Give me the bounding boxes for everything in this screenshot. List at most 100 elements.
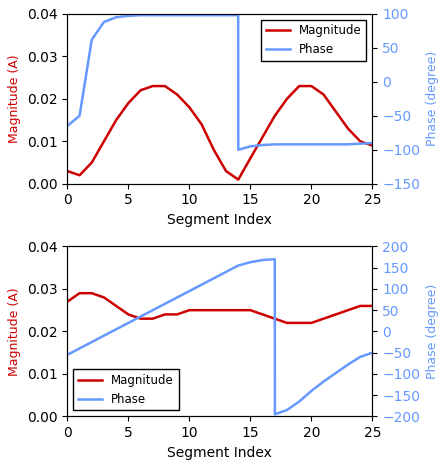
Line: Magnitude: Magnitude (67, 293, 372, 323)
Phase (236, 147, 241, 153)
Phase (260, 142, 265, 148)
Phase (150, 12, 156, 18)
Magnitude (150, 316, 156, 322)
Magnitude (248, 155, 253, 161)
Phase (272, 256, 278, 262)
Phase (89, 37, 94, 43)
Magnitude (321, 316, 326, 322)
Magnitude (345, 126, 350, 132)
Magnitude (296, 320, 302, 326)
Phase (236, 263, 241, 268)
Phase (321, 141, 326, 147)
Magnitude (236, 177, 241, 183)
Phase (138, 314, 143, 319)
Magnitude (358, 139, 363, 144)
Magnitude (284, 96, 290, 102)
Magnitude (333, 312, 338, 317)
Phase (224, 269, 229, 275)
Phase (199, 12, 204, 18)
Magnitude (309, 320, 314, 326)
Magnitude (199, 122, 204, 127)
Magnitude (101, 295, 107, 300)
Magnitude (174, 92, 180, 97)
Magnitude (260, 134, 265, 140)
Phase (211, 276, 216, 281)
Magnitude (77, 173, 82, 178)
Magnitude (114, 303, 119, 309)
Phase (358, 141, 363, 146)
Phase (77, 345, 82, 351)
Y-axis label: Phase (degree): Phase (degree) (426, 284, 439, 379)
Phase (65, 352, 70, 358)
Magnitude (211, 307, 216, 313)
Phase (187, 12, 192, 18)
Phase (309, 141, 314, 147)
Magnitude (162, 83, 168, 89)
Phase (101, 19, 107, 25)
Phase (114, 15, 119, 20)
Magnitude (248, 307, 253, 313)
Magnitude (138, 316, 143, 322)
Phase (272, 141, 278, 147)
Magnitude (236, 307, 241, 313)
Phase (358, 354, 363, 360)
Y-axis label: Magnitude (A): Magnitude (A) (8, 287, 21, 376)
Phase (150, 307, 156, 313)
Phase (199, 282, 204, 287)
Legend: Magnitude, Phase: Magnitude, Phase (261, 20, 367, 61)
Phase (248, 144, 253, 149)
Phase (77, 113, 82, 118)
Phase (126, 320, 131, 326)
Phase (309, 388, 314, 394)
Magnitude (333, 109, 338, 114)
Line: Magnitude: Magnitude (67, 86, 372, 180)
Phase (187, 288, 192, 294)
Magnitude (187, 104, 192, 110)
Phase (236, 12, 241, 18)
Phase (321, 379, 326, 384)
Magnitude (65, 168, 70, 174)
Phase (224, 12, 229, 18)
Phase (101, 333, 107, 338)
Line: Phase: Phase (67, 15, 372, 150)
Phase (284, 407, 290, 413)
Magnitude (89, 290, 94, 296)
Magnitude (370, 303, 375, 309)
Phase (333, 141, 338, 147)
Magnitude (77, 290, 82, 296)
Magnitude (114, 117, 119, 123)
Magnitude (358, 303, 363, 309)
Magnitude (370, 143, 375, 148)
Line: Phase: Phase (67, 259, 372, 414)
Phase (260, 257, 265, 263)
Phase (370, 350, 375, 356)
Magnitude (224, 307, 229, 313)
Phase (174, 12, 180, 18)
Magnitude (162, 312, 168, 317)
Phase (211, 12, 216, 18)
Phase (345, 362, 350, 367)
Magnitude (284, 320, 290, 326)
Magnitude (126, 312, 131, 317)
X-axis label: Segment Index: Segment Index (168, 446, 272, 460)
Phase (333, 370, 338, 376)
Phase (162, 12, 168, 18)
Phase (174, 295, 180, 300)
Phase (370, 140, 375, 146)
Legend: Magnitude, Phase: Magnitude, Phase (73, 369, 178, 410)
Magnitude (101, 139, 107, 144)
Magnitude (65, 299, 70, 305)
Magnitude (138, 88, 143, 93)
Y-axis label: Magnitude (A): Magnitude (A) (8, 54, 21, 143)
Phase (248, 259, 253, 265)
Y-axis label: Phase (degree): Phase (degree) (426, 51, 439, 146)
Phase (162, 301, 168, 307)
Phase (126, 13, 131, 19)
Phase (296, 141, 302, 147)
Phase (89, 339, 94, 345)
Phase (138, 12, 143, 18)
Phase (284, 141, 290, 147)
Magnitude (150, 83, 156, 89)
Magnitude (260, 312, 265, 317)
Magnitude (272, 113, 278, 118)
